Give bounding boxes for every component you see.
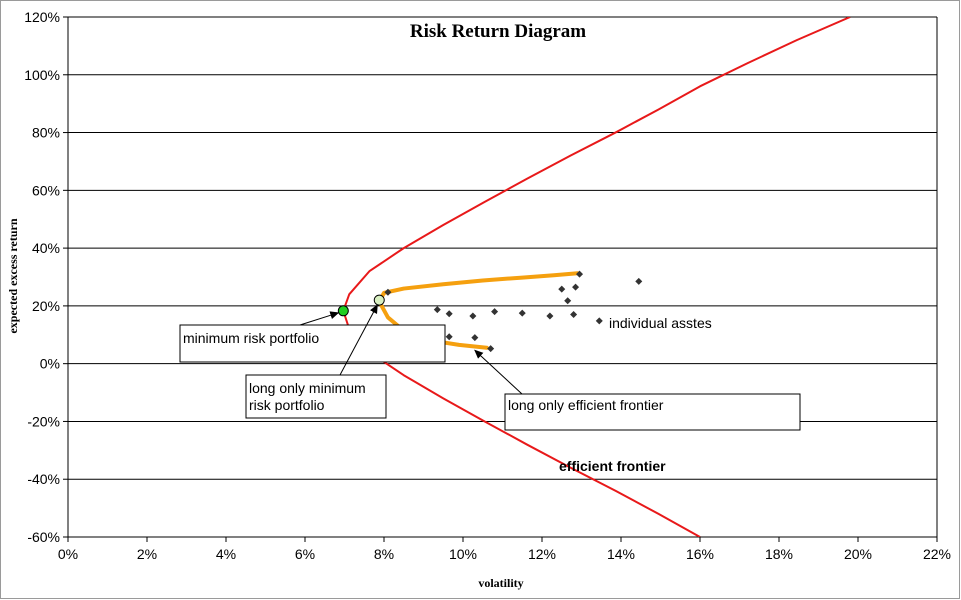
x-tick-label: 16% [686,546,714,562]
y-tick-label: 20% [32,298,60,314]
x-tick-label: 14% [607,546,635,562]
x-tick-label: 0% [58,546,78,562]
asset-point [564,297,572,305]
asset-point [572,283,580,291]
asset-point [491,308,499,316]
x-tick-label: 8% [374,546,394,562]
x-tick-label: 18% [765,546,793,562]
y-tick-label: -20% [27,413,60,429]
y-tick-label: -60% [27,529,60,545]
arrow-min-risk [299,311,340,326]
min-risk-marker [337,305,349,317]
asset-point [558,285,566,293]
annotation-individual-assets: individual asstes [609,315,712,331]
y-tick-label: 0% [40,356,60,372]
arrow-long-only-frontier [474,349,523,395]
y-tick-label: 100% [24,67,60,83]
asset-point [445,333,453,341]
y-tick-label: 120% [24,9,60,25]
x-tick-label: 20% [844,546,872,562]
x-tick-label: 22% [923,546,951,562]
long-only-min-risk-marker [373,294,385,306]
asset-point [595,317,603,325]
efficient-frontier-line [342,17,851,537]
asset-point [487,345,495,353]
annotation-long-only-min-risk-line2: risk portfolio [249,397,325,413]
asset-point [635,277,643,285]
asset-point [469,312,477,320]
y-tick-label: 80% [32,125,60,141]
asset-point [546,312,554,320]
asset-point [471,334,479,342]
arrow-long-only-min-risk [339,304,378,376]
annotation-long-only-frontier: long only efficient frontier [508,397,664,413]
annotation-arrows [299,304,523,395]
y-tick-label: 60% [32,182,60,198]
x-axis-title: volatility [478,576,523,590]
chart-title: Risk Return Diagram [410,21,586,42]
x-tick-label: 10% [449,546,477,562]
asset-point [570,311,578,319]
asset-point [445,310,453,318]
y-tick-label: 40% [32,240,60,256]
x-tick-label: 6% [295,546,315,562]
asset-point [576,270,584,278]
x-tick-label: 12% [528,546,556,562]
annotation-long-only-min-risk-line1: long only minimum [249,380,366,396]
axes [63,16,938,542]
annotation-min-risk: minimum risk portfolio [183,330,319,346]
y-axis-title: expected excess return [6,218,20,333]
asset-point [518,309,526,317]
annotation-box-min-risk [179,324,446,363]
y-tick-label: -40% [27,471,60,487]
x-tick-label: 4% [216,546,236,562]
asset-point [433,306,441,314]
annotation-efficient-frontier: efficient frontier [559,458,666,474]
x-tick-label: 2% [137,546,157,562]
annotation-box-long-only-frontier [504,393,801,431]
tick-labels: 120%100%80%60%40%20%0%-20%-40%-60%0% 2% 4%… [24,9,951,562]
asset-point [384,288,392,296]
annotation-box-long-only-min-risk [245,374,387,419]
